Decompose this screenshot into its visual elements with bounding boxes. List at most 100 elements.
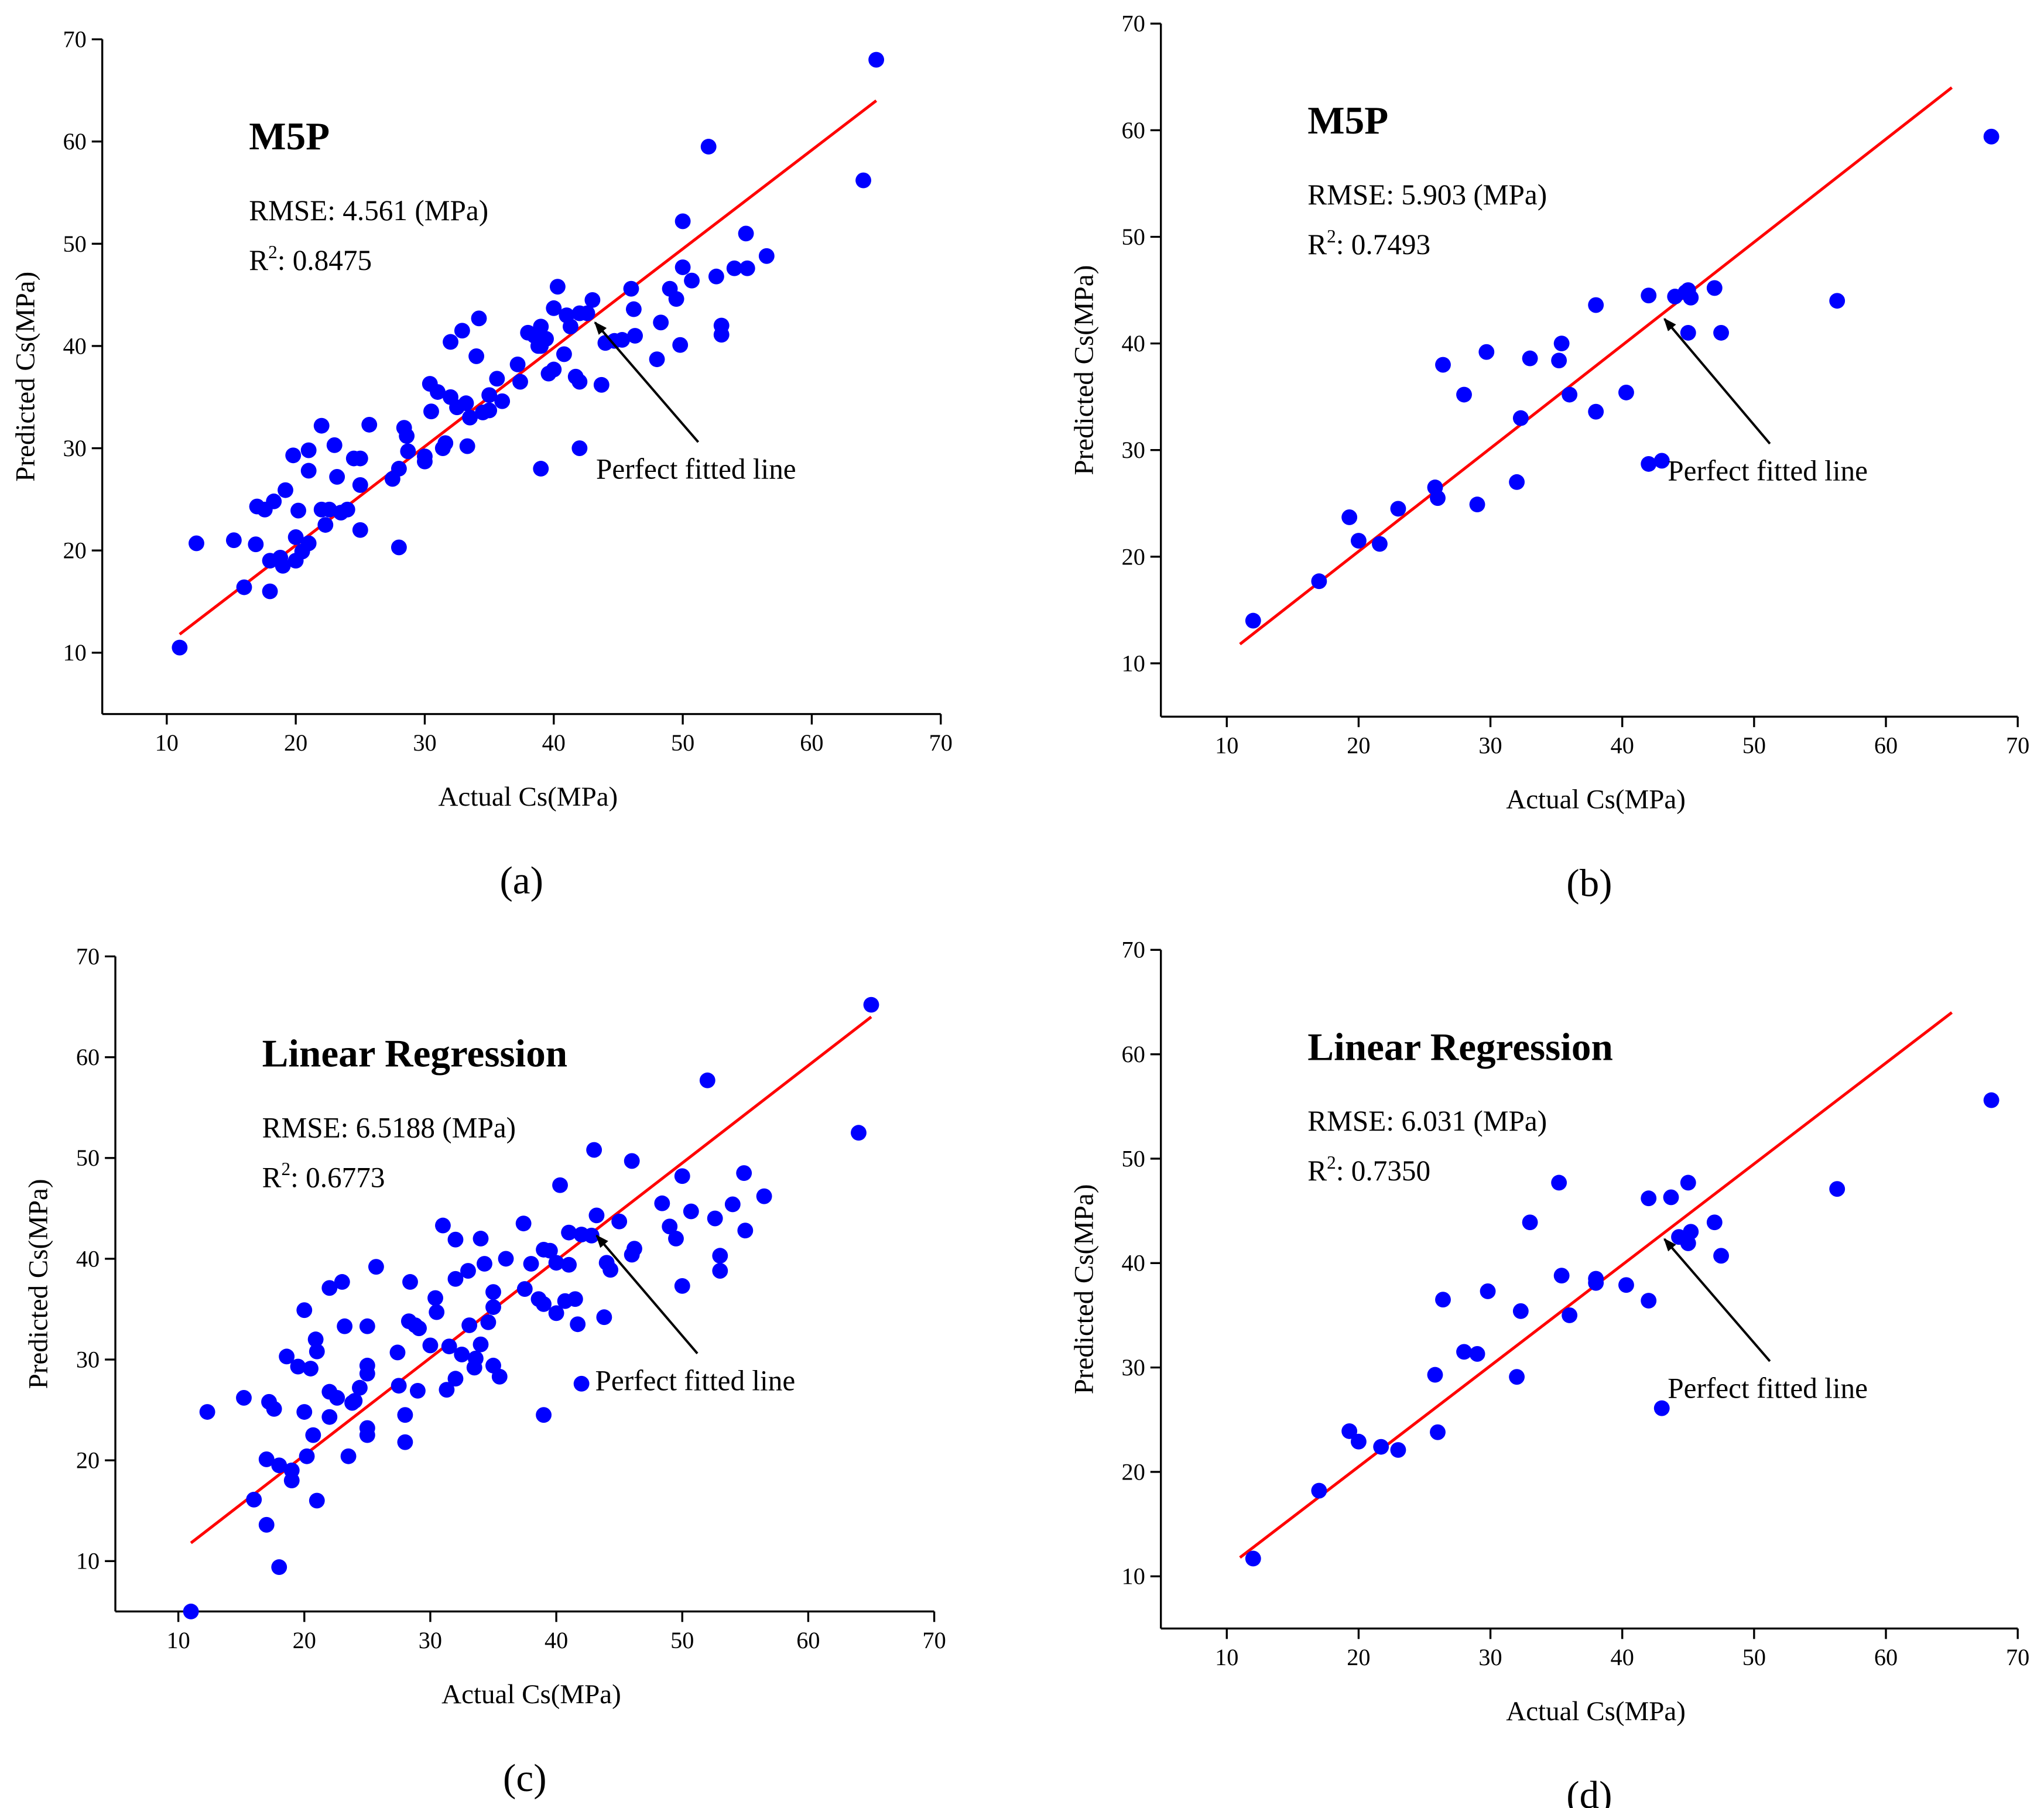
point xyxy=(258,1451,275,1467)
point xyxy=(548,1305,564,1321)
annotation-arrow xyxy=(1663,318,1771,445)
point xyxy=(724,1196,741,1213)
point xyxy=(454,323,470,339)
chart-title: M5P xyxy=(1307,98,1388,142)
point xyxy=(1588,1275,1604,1291)
point xyxy=(391,539,407,556)
panel: 10 20 30 40 50 60 70 10 20 30 40 50 60 70 M5P RMSE: 4.5… xyxy=(10,26,953,903)
x-tick-label: 50 xyxy=(671,730,694,756)
point xyxy=(352,450,368,467)
point xyxy=(593,376,610,393)
point xyxy=(1390,1442,1406,1458)
r2-rest: : 0.7350 xyxy=(1336,1155,1430,1187)
point xyxy=(1553,335,1570,352)
point xyxy=(738,225,754,242)
point xyxy=(1373,1439,1389,1455)
point xyxy=(1713,1248,1729,1264)
point xyxy=(1311,1482,1327,1499)
point xyxy=(189,535,204,552)
point xyxy=(1641,456,1657,472)
point xyxy=(736,1165,752,1182)
point xyxy=(1478,344,1495,360)
point xyxy=(339,501,355,518)
point xyxy=(1435,1292,1451,1308)
point xyxy=(389,1344,406,1361)
point xyxy=(1311,573,1327,590)
point xyxy=(556,346,572,362)
panel-label: (a) xyxy=(499,858,543,902)
y-tick-label: 40 xyxy=(1122,330,1145,357)
point xyxy=(533,319,549,335)
r2-base: R xyxy=(249,244,268,276)
y-tick-label: 70 xyxy=(76,943,100,970)
point xyxy=(340,1448,357,1464)
x-tick-label: 50 xyxy=(670,1627,694,1653)
x-tick-label: 30 xyxy=(1478,732,1502,759)
point xyxy=(1522,1214,1538,1231)
annotation: Perfect fitted line xyxy=(596,453,796,485)
point xyxy=(1588,403,1604,420)
point xyxy=(699,1072,715,1088)
x-tick-label: 20 xyxy=(1347,732,1370,759)
point xyxy=(512,374,528,390)
point xyxy=(573,1375,590,1392)
point xyxy=(279,1348,295,1365)
point xyxy=(627,328,643,344)
point xyxy=(285,447,302,464)
point xyxy=(586,1142,602,1158)
x-tick-label: 60 xyxy=(796,1627,820,1653)
y-tick-label: 60 xyxy=(76,1044,100,1070)
point xyxy=(1350,1433,1367,1450)
point xyxy=(1245,1550,1261,1567)
point xyxy=(707,1210,723,1227)
point xyxy=(1469,1346,1485,1362)
point xyxy=(172,639,188,656)
point xyxy=(596,1309,612,1326)
panel-label: (d) xyxy=(1566,1773,1612,1808)
point xyxy=(467,1350,484,1367)
r2: R2: 0.7493 xyxy=(1307,226,1430,261)
point xyxy=(713,327,730,343)
point xyxy=(262,583,278,600)
point xyxy=(536,1407,552,1423)
point xyxy=(409,1382,426,1399)
point xyxy=(271,1559,287,1576)
x-tick-label: 40 xyxy=(1611,1644,1634,1670)
point xyxy=(1562,1307,1578,1323)
rmse: RMSE: 6.031 (MPa) xyxy=(1307,1105,1547,1137)
point xyxy=(1427,1367,1443,1383)
point xyxy=(1390,501,1406,517)
point xyxy=(538,331,554,347)
point xyxy=(1512,410,1529,426)
point xyxy=(258,1516,275,1533)
point xyxy=(1588,297,1604,313)
point xyxy=(1829,293,1846,309)
point xyxy=(542,1242,558,1259)
x-tick-label: 70 xyxy=(2006,732,2029,759)
r2-sup: 2 xyxy=(1327,1152,1336,1173)
point xyxy=(1706,280,1723,296)
annotation: Perfect fitted line xyxy=(1668,1372,1868,1405)
point xyxy=(1618,384,1634,400)
point xyxy=(546,300,562,316)
y-axis-label: Predicted Cs(MPa) xyxy=(10,272,40,482)
point xyxy=(1341,1423,1358,1439)
point xyxy=(300,442,317,458)
y-tick-label: 40 xyxy=(1122,1250,1145,1276)
point xyxy=(1430,490,1446,506)
point xyxy=(271,1457,287,1474)
point xyxy=(473,1336,489,1352)
y-tick-label: 60 xyxy=(1122,117,1145,143)
y-tick-label: 70 xyxy=(1122,11,1145,37)
point xyxy=(1713,324,1729,341)
point xyxy=(494,393,511,409)
point xyxy=(447,1371,464,1387)
point xyxy=(296,1302,313,1319)
x-tick-label: 70 xyxy=(922,1627,946,1653)
point xyxy=(485,1299,501,1315)
point xyxy=(708,268,724,285)
x-tick-label: 20 xyxy=(1347,1644,1370,1670)
point xyxy=(352,477,368,493)
point xyxy=(435,1217,451,1234)
